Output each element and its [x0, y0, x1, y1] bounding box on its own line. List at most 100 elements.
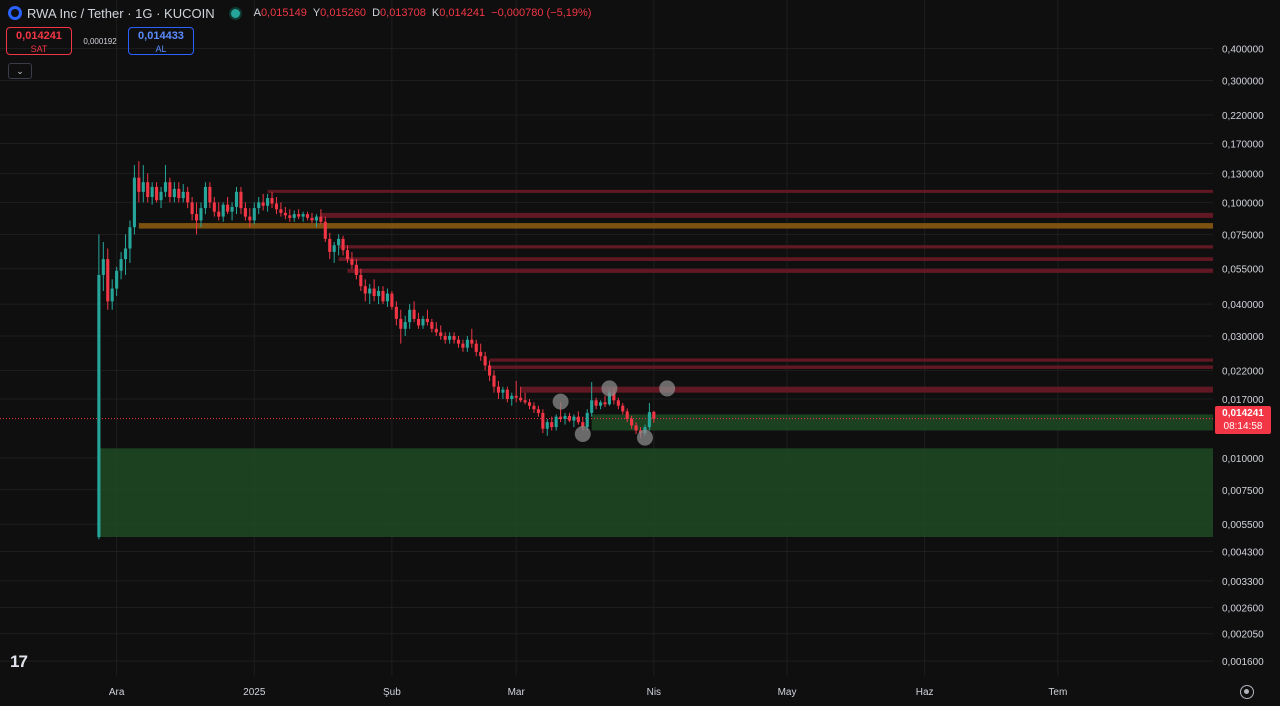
candle-body	[97, 274, 101, 538]
candle-body	[510, 395, 514, 400]
candle-body	[221, 204, 225, 217]
candle-body	[519, 397, 523, 401]
candle-body	[465, 339, 469, 348]
candle-body	[101, 259, 105, 275]
candle-body	[523, 400, 527, 403]
tradingview-logo-icon[interactable]: 17	[10, 652, 28, 671]
spread-value: 0,000192	[83, 36, 117, 46]
zone-red	[320, 212, 1213, 218]
marker-layer	[552, 380, 676, 446]
candle-body	[377, 291, 381, 297]
zone-red	[347, 268, 1213, 273]
candle-body	[621, 405, 625, 412]
y-axis: 0,400000 0,300000 0,220000 0,170000 0,130000…	[1222, 45, 1264, 669]
candle-body	[137, 177, 141, 192]
y-tick-label: 0,055000	[1222, 265, 1264, 276]
x-tick-label: May	[778, 687, 797, 698]
candle-body	[394, 306, 398, 319]
x-tick-label: Ara	[109, 687, 125, 698]
symbol-title[interactable]: RWA Inc / Tether · 1G · KUCOIN	[27, 5, 215, 21]
gear-icon[interactable]	[1240, 685, 1254, 699]
candle-body	[461, 343, 465, 348]
candle-body	[199, 208, 203, 221]
candle-body	[252, 208, 256, 221]
y-tick-label: 0,075000	[1222, 230, 1264, 241]
candle-body	[576, 416, 580, 423]
y-tick-label: 0,170000	[1222, 140, 1264, 151]
candle-body	[479, 351, 483, 357]
candle-body	[470, 339, 474, 344]
candle-body	[559, 416, 563, 419]
candle-body	[581, 422, 585, 428]
circle-marker	[574, 426, 591, 443]
sell-button[interactable]: 0,014241 SAT	[6, 27, 72, 55]
circle-marker	[659, 380, 676, 397]
candle-body	[359, 274, 363, 287]
candle-body	[492, 375, 496, 387]
candle-body	[416, 318, 421, 326]
buy-button[interactable]: 0,014433 AL	[128, 27, 194, 55]
candle-body	[372, 288, 376, 297]
candle-body	[305, 214, 310, 218]
market-status-icon[interactable]	[230, 8, 240, 18]
candle-body	[536, 409, 540, 413]
candle-body	[501, 389, 505, 393]
candle-body	[652, 411, 656, 419]
y-tick-label: 0,002050	[1222, 630, 1264, 641]
ohlc-high-value: 0,015260	[320, 7, 367, 19]
candle-body	[319, 216, 323, 222]
candle-body	[625, 411, 629, 419]
candle-body	[572, 416, 576, 421]
y-tick-label: 0,005500	[1222, 520, 1264, 531]
candle-body	[505, 389, 509, 400]
candle-body	[616, 400, 620, 406]
candle-body	[541, 412, 545, 429]
zone-orange	[138, 223, 1214, 229]
sell-price: 0,014241	[16, 30, 62, 42]
ohlc-legend: A0,015149 Y0,015260 D0,013708 K0,014241 …	[254, 7, 592, 19]
candle-body	[421, 318, 425, 326]
candle-body	[128, 227, 132, 249]
candle-body	[425, 318, 429, 323]
candle-body	[514, 395, 518, 398]
candle-body	[399, 318, 403, 329]
candle-body	[563, 415, 567, 419]
x-axis: Ara 2025 Şub Mar Nis May Haz Tem	[109, 687, 1067, 698]
candle-body	[155, 186, 159, 201]
candle-body	[439, 332, 443, 336]
candle-body	[132, 177, 136, 228]
candle-body	[390, 293, 394, 307]
candle-body	[483, 356, 487, 366]
candle-body	[412, 309, 416, 319]
candle-body	[270, 198, 274, 204]
circle-marker	[601, 380, 618, 397]
candle-body	[248, 216, 252, 221]
y-tick-label: 0,400000	[1222, 45, 1264, 56]
candle-body	[234, 191, 239, 207]
candle-body	[301, 214, 305, 217]
candle-body	[266, 198, 270, 206]
candle-body	[630, 418, 634, 426]
candle-body	[647, 412, 651, 428]
ohlc-close-key: K	[431, 7, 440, 19]
candle-body	[527, 402, 532, 406]
candle-body	[274, 203, 279, 210]
candle-body	[239, 191, 243, 209]
candle-body	[181, 191, 185, 199]
candle-body	[350, 259, 354, 265]
ohlc-high-key: Y	[312, 7, 321, 19]
x-tick-label: Tem	[1048, 687, 1067, 698]
candle-body	[448, 335, 452, 340]
candle-body	[217, 211, 221, 217]
zone-green	[98, 448, 1214, 538]
candle-body	[634, 425, 638, 431]
candle-body	[119, 259, 123, 271]
candle-body	[456, 339, 461, 344]
buy-label: AL	[155, 44, 167, 54]
zone-red	[489, 358, 1213, 362]
candle-body	[190, 202, 194, 215]
candle-body	[408, 309, 412, 323]
collapse-legend-button[interactable]: ⌄	[8, 63, 32, 79]
